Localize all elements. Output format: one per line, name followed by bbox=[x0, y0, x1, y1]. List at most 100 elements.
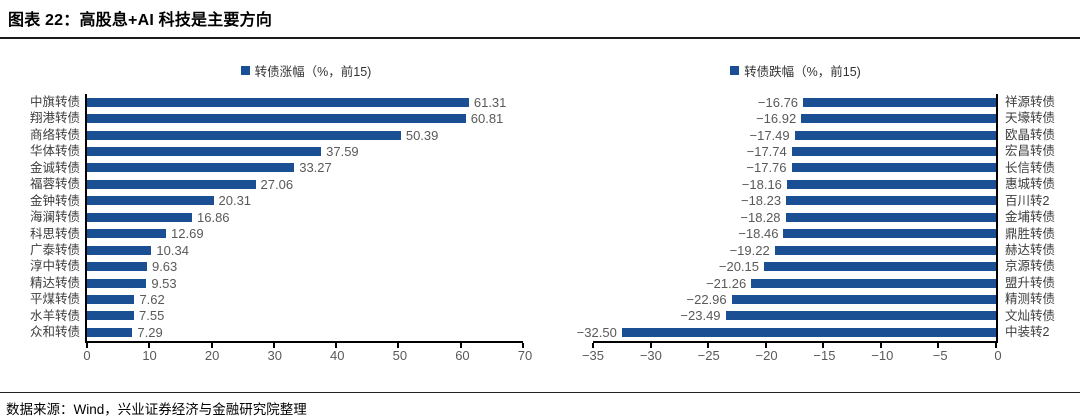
legend: 转债涨幅（%，前15) bbox=[87, 61, 525, 79]
axis-tick bbox=[210, 342, 213, 348]
figure-header: 图表 22：高股息+AI 科技是主要方向 bbox=[0, 0, 1080, 39]
value-label: −19.22 bbox=[729, 242, 770, 258]
category-label: 京源转债 bbox=[1005, 259, 1056, 274]
axis-tick-label: 60 bbox=[455, 347, 470, 363]
category-label: 惠城转债 bbox=[1005, 177, 1056, 192]
category-label: 金埔转债 bbox=[1005, 210, 1056, 225]
bar-row: −22.96 bbox=[593, 291, 996, 307]
value-label: 9.63 bbox=[151, 259, 178, 275]
category-label: 福蓉转债 bbox=[29, 177, 80, 192]
value-label: −20.15 bbox=[718, 259, 759, 275]
axis-tick-label: −30 bbox=[639, 347, 662, 363]
axis-tick-label: 10 bbox=[142, 347, 157, 363]
axis-tick bbox=[879, 342, 882, 348]
value-axis: 0 10 20 30 40 50 60 70 bbox=[83, 343, 532, 363]
value-label: 7.62 bbox=[139, 291, 165, 307]
bar-row: −18.16 bbox=[593, 176, 996, 192]
axis-tick-label: 50 bbox=[392, 347, 408, 363]
bar-row: 37.59 bbox=[87, 143, 523, 159]
value-label: −18.46 bbox=[738, 226, 779, 242]
axis-tick-label: 20 bbox=[204, 347, 220, 363]
bar bbox=[774, 245, 996, 255]
losses-bar-chart: 转债跌幅（%，前15) −16.76 −16.92 −17.49 −17.74 −17.… bbox=[560, 55, 1080, 363]
category-label: 精达转债 bbox=[29, 275, 80, 290]
legend-marker-icon bbox=[240, 65, 250, 75]
value-label: 33.27 bbox=[299, 160, 332, 176]
axis-tick-label: −20 bbox=[755, 347, 778, 363]
value-label: 50.39 bbox=[405, 127, 439, 143]
category-label: 长信转债 bbox=[1005, 160, 1056, 175]
plot-area: 中旗转债 翔港转债 商络转债 华体转债 金诚转债 福蓉转债 金钟转债 海澜转债 科思转债 广泰转债… bbox=[2, 94, 540, 348]
bar bbox=[725, 311, 996, 321]
bar-row: −18.46 bbox=[593, 226, 996, 242]
category-label: 精测转债 bbox=[1005, 292, 1056, 307]
bar-row: −18.23 bbox=[593, 193, 996, 209]
axis-tick bbox=[649, 342, 652, 348]
bar-row: 20.31 bbox=[87, 193, 523, 209]
bar bbox=[87, 311, 135, 321]
bar bbox=[87, 130, 401, 140]
value-label: −17.74 bbox=[746, 144, 787, 160]
bar bbox=[621, 327, 996, 337]
category-label: 中装转2 bbox=[1005, 325, 1050, 340]
bar bbox=[87, 212, 192, 222]
bar-row: 7.29 bbox=[87, 324, 523, 340]
axis-tick bbox=[707, 342, 710, 348]
bar bbox=[87, 196, 214, 206]
category-label: 中旗转债 bbox=[29, 95, 80, 109]
value-label: 61.31 bbox=[473, 94, 507, 110]
bar bbox=[794, 130, 996, 140]
bar-row: 7.55 bbox=[87, 308, 523, 324]
bar-row: −23.49 bbox=[593, 308, 996, 324]
bar-row: 61.31 bbox=[87, 94, 523, 110]
bar-row: −17.76 bbox=[593, 160, 996, 176]
value-label: −16.76 bbox=[757, 94, 799, 110]
axis-tick bbox=[937, 342, 940, 348]
legend-label: 转债涨幅（%，前15) bbox=[254, 64, 372, 79]
axis-tick-label: −35 bbox=[581, 347, 605, 363]
axis-tick bbox=[459, 342, 462, 348]
bar bbox=[87, 229, 167, 239]
value-label: 12.69 bbox=[171, 226, 204, 242]
value-label: 27.06 bbox=[260, 176, 294, 192]
category-label: 众和转债 bbox=[29, 325, 80, 340]
category-label: 欧晶转债 bbox=[1005, 127, 1056, 142]
bar-row: −21.26 bbox=[593, 275, 996, 291]
value-label: −32.50 bbox=[576, 324, 617, 340]
category-label: 盟升转债 bbox=[1005, 275, 1056, 290]
value-label: −18.28 bbox=[740, 209, 781, 225]
bar bbox=[731, 294, 996, 304]
category-label: 海澜转债 bbox=[29, 210, 80, 225]
axis-tick bbox=[148, 342, 151, 348]
bar bbox=[87, 97, 469, 107]
bar-row: 9.53 bbox=[87, 275, 523, 291]
axis-tick bbox=[995, 342, 997, 348]
bar-row: 16.86 bbox=[87, 209, 523, 225]
bar-row: −19.22 bbox=[593, 242, 996, 258]
category-label: 金诚转债 bbox=[29, 160, 80, 175]
bar-row: −32.50 bbox=[577, 324, 996, 340]
bar-row: 9.63 bbox=[87, 258, 523, 274]
axis-tick bbox=[335, 342, 338, 348]
bar-row: 50.39 bbox=[87, 127, 523, 143]
category-axis: 中旗转债 翔港转债 商络转债 华体转债 金诚转债 福蓉转债 金钟转债 海澜转债 科思转债 广泰转债… bbox=[2, 94, 85, 343]
axis-tick-label: 0 bbox=[83, 347, 91, 363]
axis-tick-label: 70 bbox=[517, 347, 533, 363]
value-label: 10.34 bbox=[156, 242, 189, 258]
category-label: 淳中转债 bbox=[29, 259, 80, 274]
value-label: 9.53 bbox=[151, 275, 177, 291]
figure-footer: 数据来源：Wind，兴业证券经济与金融研究院整理 bbox=[0, 392, 1080, 418]
value-label: −18.16 bbox=[741, 176, 782, 192]
bar bbox=[87, 262, 147, 272]
bar bbox=[801, 114, 996, 124]
bar bbox=[786, 179, 996, 189]
data-source: 数据来源：Wind，兴业证券经济与金融研究院整理 bbox=[6, 402, 307, 417]
axis-tick bbox=[822, 342, 825, 348]
axis-tick-label: −10 bbox=[871, 347, 894, 363]
category-label: 广泰转债 bbox=[29, 242, 80, 257]
category-label: 金钟转债 bbox=[29, 193, 80, 208]
axis-tick-label: −5 bbox=[932, 347, 948, 363]
value-label: −18.23 bbox=[740, 193, 782, 209]
value-label: 7.29 bbox=[137, 324, 163, 340]
